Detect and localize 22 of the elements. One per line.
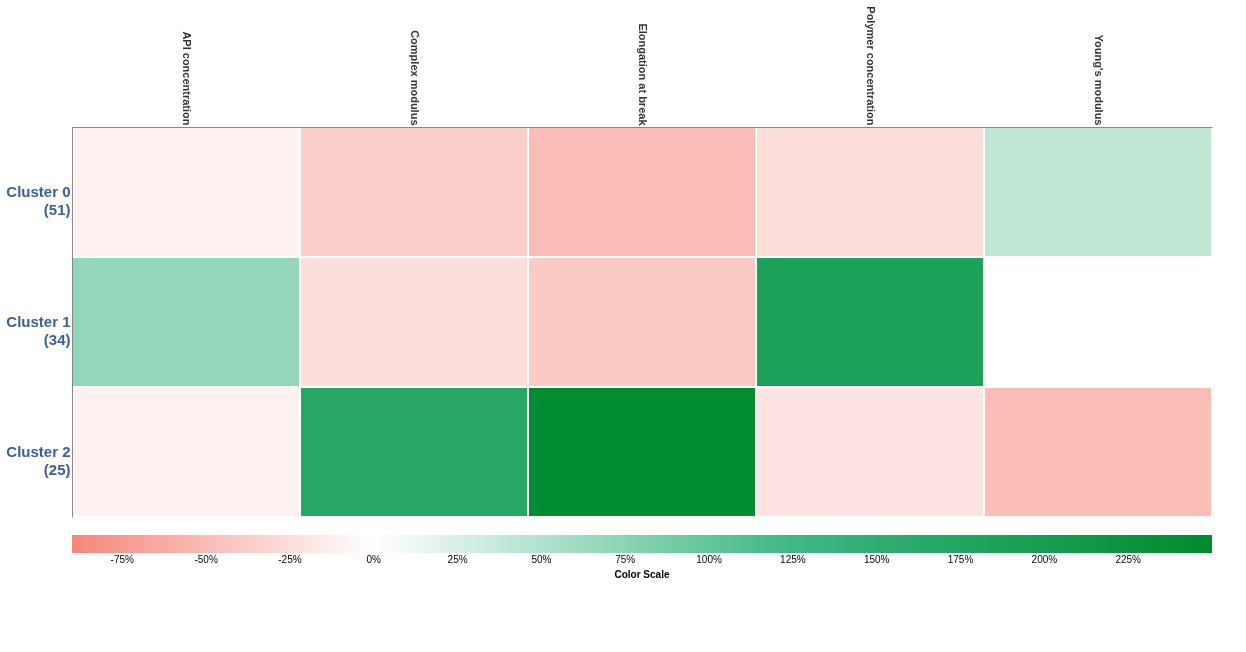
color-bar-label: 75% bbox=[615, 554, 636, 565]
color-bar-label: 0% bbox=[366, 554, 382, 565]
color-bar-label: 50% bbox=[531, 554, 552, 565]
color-bar-label: 225% bbox=[1115, 554, 1142, 565]
x-tick-label: API concentration bbox=[181, 31, 193, 126]
y-tick-label: Cluster 0 (51) bbox=[6, 183, 71, 218]
color-bar-label: 100% bbox=[696, 554, 722, 565]
color-bar-label: 125% bbox=[780, 554, 806, 565]
y-tick-label: Cluster 2 (25) bbox=[6, 443, 71, 478]
color-bar-title: Color Scale bbox=[614, 569, 670, 580]
color-bar-label: -25% bbox=[278, 554, 302, 565]
x-tick-label: Elongation at break bbox=[637, 23, 649, 127]
x-tick-label: Complex modulus bbox=[409, 30, 421, 126]
color-bar-label: 175% bbox=[947, 554, 974, 565]
x-tick-label: Polymer concentration bbox=[865, 6, 877, 126]
color-bar-label: 25% bbox=[447, 554, 468, 565]
y-tick-label: Cluster 1 (34) bbox=[6, 313, 71, 348]
color-bar-label: -50% bbox=[194, 554, 218, 565]
color-bar-label: -75% bbox=[110, 554, 135, 565]
x-tick-label: Young's modulus bbox=[1093, 34, 1105, 126]
color-bar-label: 150% bbox=[863, 554, 890, 565]
color-bar-label: 200% bbox=[1031, 554, 1058, 565]
